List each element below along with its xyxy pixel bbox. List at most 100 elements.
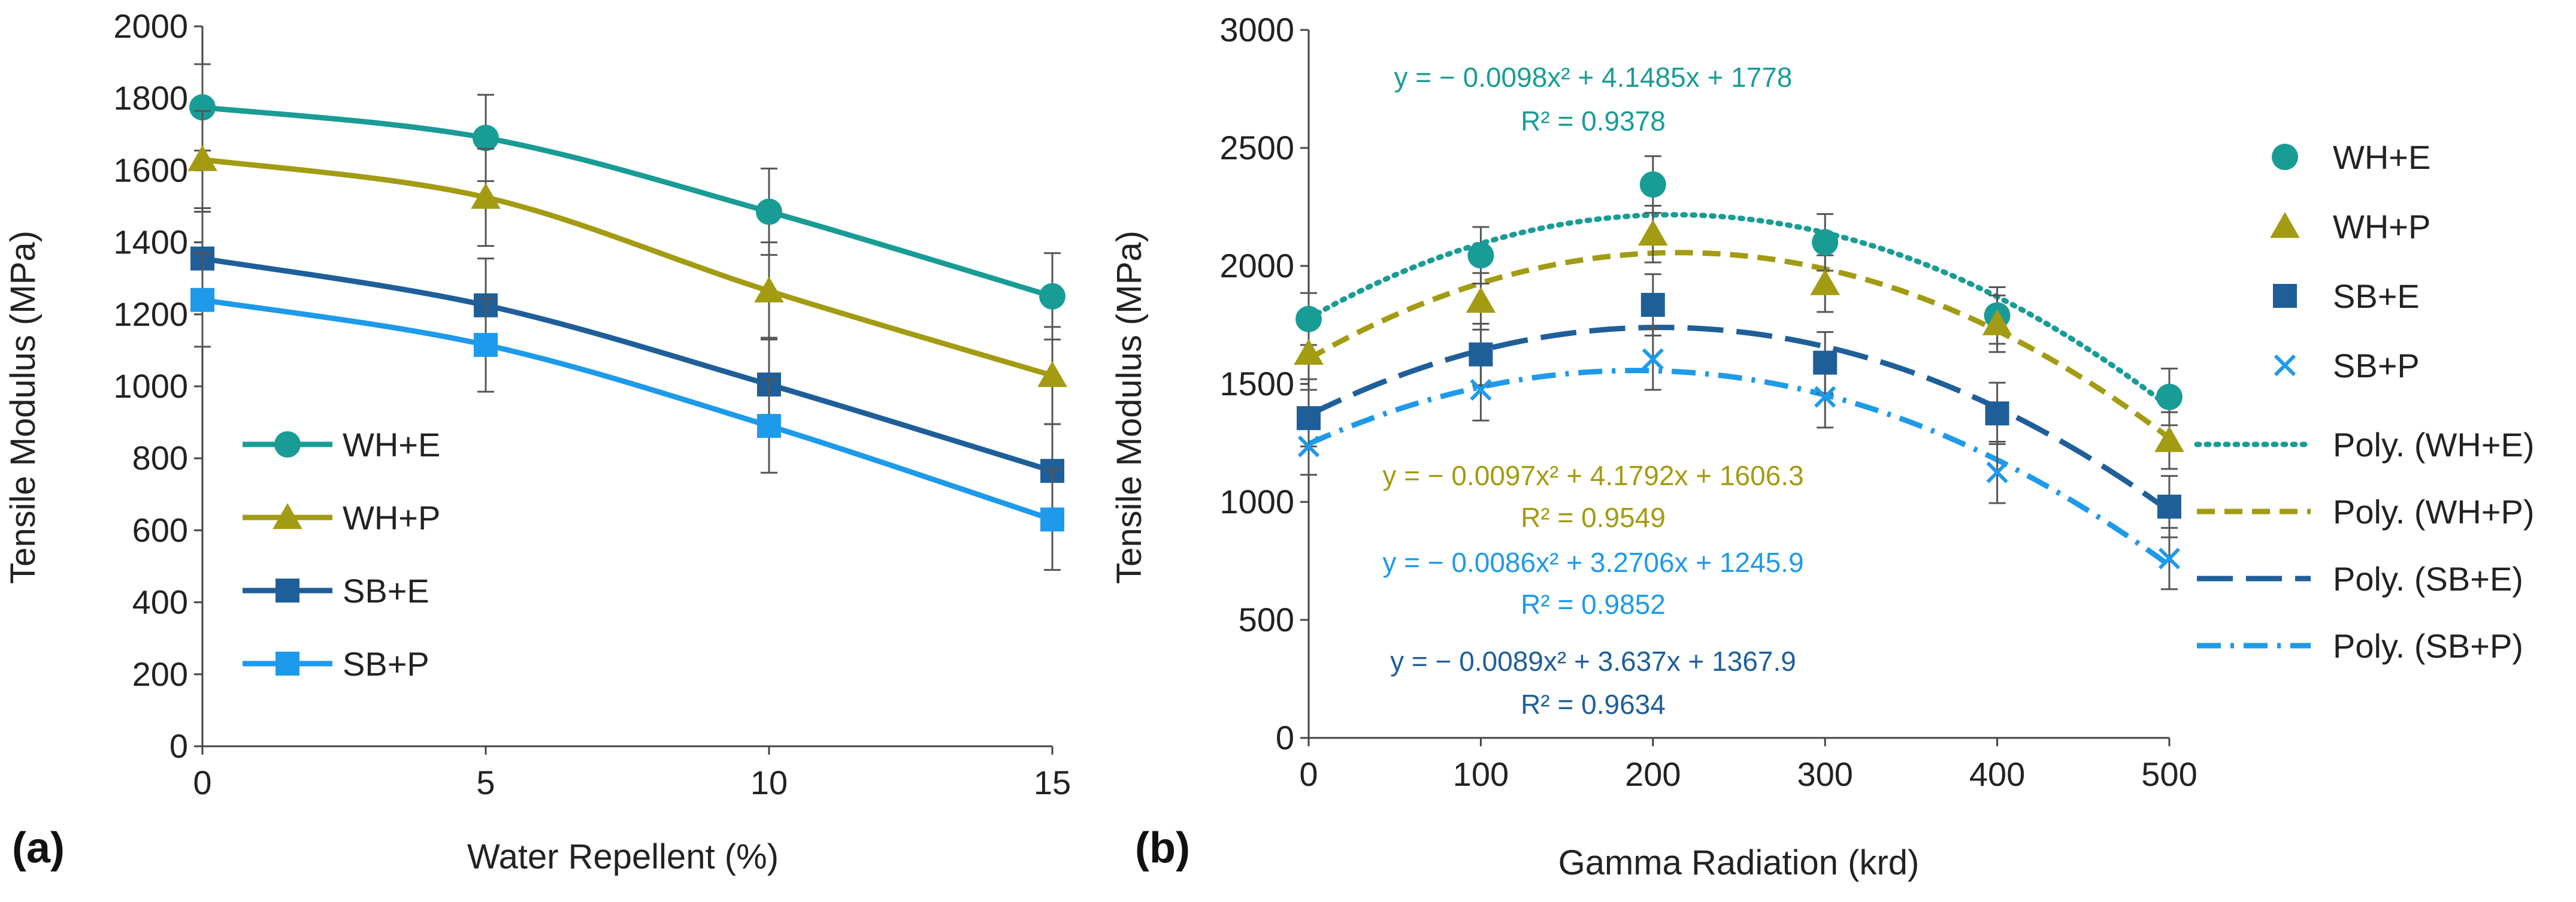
data-point-sb-e	[1640, 293, 1665, 317]
series-line-sb-p	[202, 297, 1054, 522]
data-point-sb-e	[1297, 406, 1321, 431]
chart-a-x-tick-label: 10	[750, 764, 788, 801]
data-point-sb-p	[1642, 348, 1664, 370]
trend-equation-wh-e: y = − 0.0098x² + 4.1485x + 1778	[1394, 62, 1793, 93]
data-point-sb-p	[1986, 461, 2008, 483]
legend-label-wh-p: WH+P	[2333, 208, 2430, 246]
data-point-sb-p	[1814, 386, 1836, 408]
data-point-sb-e	[2157, 494, 2181, 519]
legend-label-poly-sb-e: Poly. (SB+E)	[2333, 560, 2523, 598]
chart-a-x-tick-label: 15	[1034, 764, 1071, 801]
legend-label-poly-wh-p: Poly. (WH+P)	[2333, 493, 2535, 531]
chart-a-x-tick-label: 5	[476, 764, 495, 801]
chart-b-y-tick-label: 0	[1276, 719, 1294, 756]
chart-a-panel-label: (a)	[12, 824, 65, 872]
legend-marker-wh-e	[274, 431, 301, 458]
trend-equation-sb-e: y = − 0.0089x² + 3.637x + 1367.9	[1390, 646, 1796, 677]
data-point-sb-p	[757, 414, 781, 438]
trend-r2-sb-p: R² = 0.9852	[1521, 589, 1666, 620]
data-point-wh-p	[1037, 361, 1067, 388]
chart-b-x-tick-label: 0	[1299, 755, 1318, 793]
legend-label-sb-p: SB+P	[343, 645, 429, 683]
series-line-wh-e	[202, 104, 1054, 299]
trendline-wh-e	[1306, 211, 2172, 410]
data-point-sb-e	[1469, 342, 1493, 367]
data-point-wh-p	[2154, 426, 2184, 452]
data-point-wh-p	[187, 145, 217, 171]
chart-a-y-tick-label: 1800	[113, 79, 188, 117]
legend-marker-sb-p	[2274, 354, 2296, 377]
legend-label-wh-e: WH+E	[2333, 138, 2430, 176]
legend-marker-sb-e	[276, 579, 299, 603]
chart-b-y-tick-label: 1500	[1219, 365, 1294, 402]
legend-marker-wh-p	[2270, 212, 2300, 238]
data-point-wh-e	[756, 198, 782, 225]
chart-a-y-tick-label: 400	[132, 583, 188, 621]
chart-a-xlabel: Water Repellent (%)	[467, 837, 779, 876]
chart-b-x-tick-label: 400	[1969, 755, 2025, 793]
chart-b-x-tick-label: 500	[2141, 755, 2197, 793]
data-point-wh-e	[2156, 383, 2183, 410]
chart-b-y-tick-label: 1000	[1219, 483, 1294, 520]
data-point-wh-p	[1638, 219, 1668, 246]
chart-b-y-tick-label: 2500	[1219, 129, 1294, 167]
data-point-wh-e	[1039, 283, 1065, 310]
legend-label-wh-e: WH+E	[343, 426, 440, 464]
chart-a-y-tick-label: 2000	[113, 7, 188, 45]
data-point-wh-e	[1639, 171, 1666, 198]
trend-equation-wh-p: y = − 0.0097x² + 4.1792x + 1606.3	[1382, 460, 1803, 491]
legend-label-sb-e: SB+E	[343, 572, 429, 610]
chart-b-legend: WH+E WH+P SB+E SB+P Poly. (WH+E) Poly. (WH+P)…	[2194, 138, 2535, 665]
data-point-wh-p	[1982, 309, 2012, 335]
series-line-sb-e	[202, 256, 1054, 474]
chart-b-x-tick-label: 200	[1625, 755, 1681, 793]
data-point-sb-p	[1470, 379, 1492, 401]
data-point-wh-e	[1467, 242, 1494, 269]
trendline-sb-e	[1307, 325, 2171, 513]
chart-b-x-tick-label: 300	[1797, 755, 1852, 793]
chart-a-y-tick-label: 1000	[113, 367, 188, 405]
legend-label-poly-wh-e: Poly. (WH+E)	[2333, 426, 2535, 464]
legend-marker-sb-e	[2273, 284, 2297, 308]
legend-label-wh-p: WH+P	[343, 499, 440, 537]
chart-a-legend: WH+E WH+P SB+E SB+P	[243, 426, 440, 683]
data-point-sb-e	[1985, 401, 2009, 426]
chart-a-y-tick-label: 200	[132, 655, 188, 693]
trendline-wh-p	[1307, 250, 2171, 440]
chart-b-y-tick-label: 2000	[1219, 247, 1294, 284]
trendline-sb-p	[1307, 368, 2171, 568]
chart-b-x-tick-label: 100	[1453, 755, 1509, 793]
data-point-sb-e	[1813, 350, 1838, 375]
legend-marker-wh-p	[273, 503, 302, 529]
chart-a-y-tick-label: 1600	[113, 151, 188, 189]
trend-equation-sb-p: y = − 0.0086x² + 3.2706x + 1245.9	[1382, 547, 1803, 578]
data-point-sb-p	[474, 332, 498, 357]
data-point-wh-e	[473, 125, 499, 152]
chart-a-y-tick-label: 1200	[113, 295, 188, 333]
chart-b-y-tick-label: 500	[1239, 601, 1294, 638]
chart-a-ylabel: Tensile Modulus (MPa)	[4, 231, 43, 584]
chart-a: Tensile Modulus (MPa) Water Repellent (%…	[4, 7, 1071, 876]
chart-a-y-tick-label: 1400	[113, 223, 188, 261]
data-point-sb-p	[1297, 435, 1320, 458]
data-point-wh-p	[471, 183, 501, 209]
data-point-wh-e	[189, 94, 216, 121]
trend-r2-sb-e: R² = 0.9634	[1521, 689, 1666, 720]
chart-b-xlabel: Gamma Radiation (krd)	[1558, 843, 1920, 882]
chart-b-trend-equations: y = − 0.0098x² + 4.1485x + 1778 R² = 0.93…	[1382, 62, 1803, 720]
chart-a-y-tick-label: 0	[169, 727, 188, 765]
data-point-sb-p	[2158, 547, 2181, 570]
data-point-sb-p	[1040, 507, 1064, 532]
chart-b-panel-label: (b)	[1135, 824, 1190, 872]
chart-a-y-tick-label: 800	[132, 439, 188, 477]
chart-b-ylabel: Tensile Modulus (MPa)	[1110, 231, 1149, 584]
trend-r2-wh-e: R² = 0.9378	[1521, 105, 1666, 137]
trend-r2-wh-p: R² = 0.9549	[1521, 502, 1666, 533]
data-point-sb-p	[190, 287, 214, 312]
chart-a-y-tick-label: 600	[132, 511, 188, 549]
chart-b: Tensile Modulus (MPa) Gamma Radiation (k…	[1110, 11, 2535, 882]
data-point-wh-e	[1812, 229, 1839, 256]
chart-a-x-tick-label: 0	[193, 764, 211, 801]
data-point-wh-e	[1295, 305, 1322, 332]
